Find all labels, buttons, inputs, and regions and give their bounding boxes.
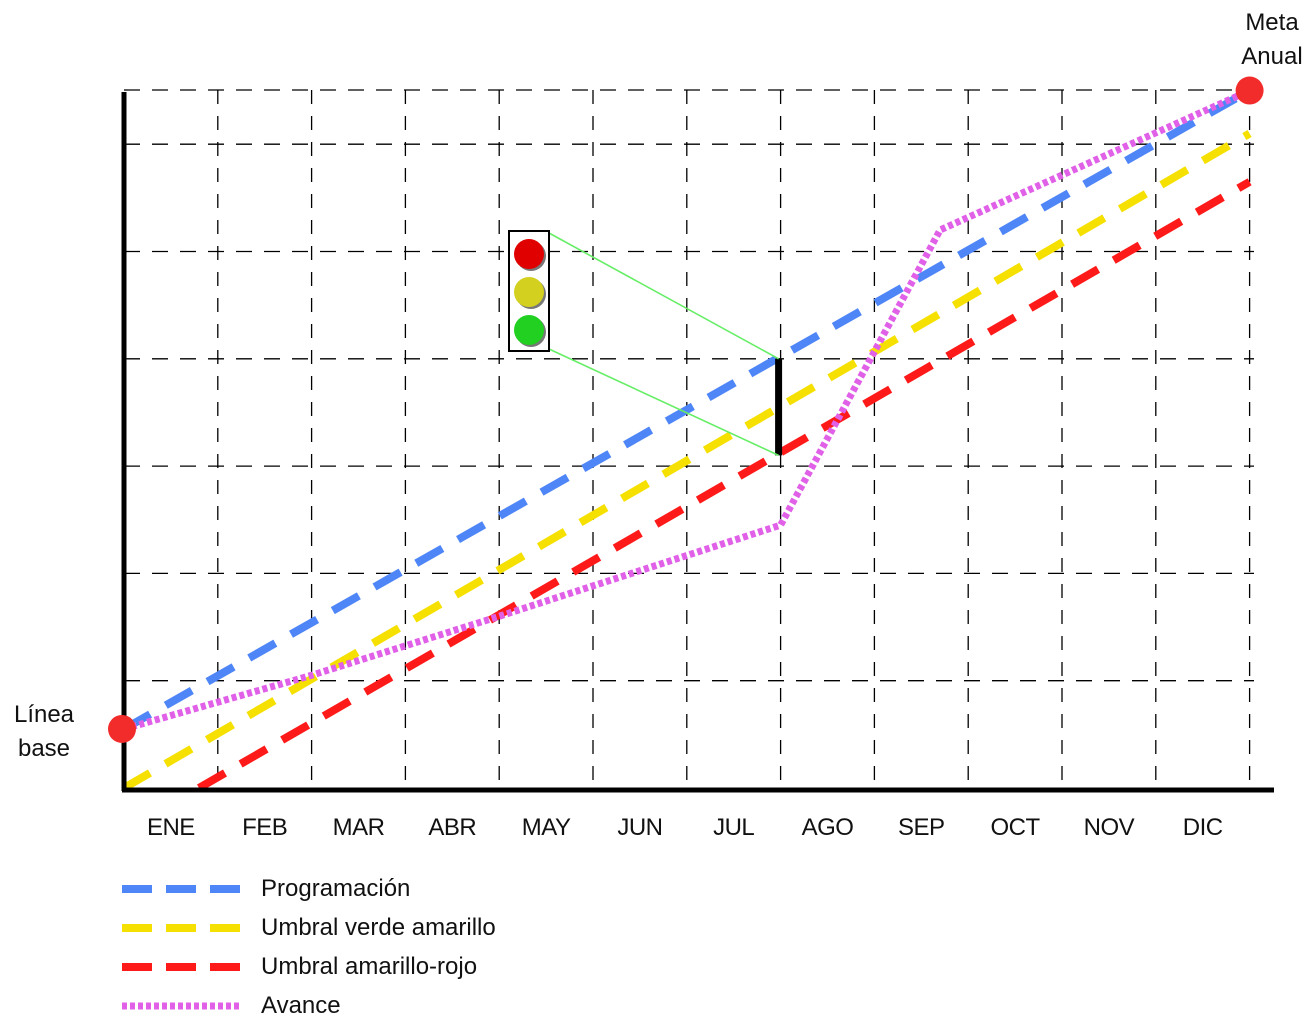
x-tick-label: AGO — [802, 814, 854, 841]
annual-goal-label: Meta — [1245, 9, 1299, 36]
series-line-3 — [123, 87, 1252, 733]
series-layer — [121, 87, 1252, 792]
x-tick-label: JUL — [713, 814, 754, 841]
x-tick-label: FEB — [242, 814, 287, 841]
annotations: Línea base Meta Anual — [14, 9, 1303, 762]
series-line-2 — [197, 178, 1252, 792]
x-tick-label: DIC — [1183, 814, 1223, 841]
x-tick-label: ENE — [147, 814, 195, 841]
connector-line-bottom — [548, 348, 779, 457]
traffic-light-lamp — [514, 239, 544, 269]
traffic-light-lamp — [514, 315, 544, 345]
baseline-label: base — [18, 735, 70, 762]
legend: Programación Umbral verde amarillo Umbral … — [122, 875, 496, 1019]
legend-label-0: Programación — [261, 875, 410, 902]
connector-line-top — [548, 232, 779, 360]
x-tick-label: MAY — [522, 814, 571, 841]
annual-goal-label: Anual — [1241, 43, 1302, 70]
traffic-light-lamp — [514, 277, 544, 307]
x-tick-label: SEP — [898, 814, 945, 841]
x-tick-labels: ENE FEB MAR ABR MAY JUN JUL AGO SEP OCT NOV DIC — [147, 814, 1223, 841]
x-tick-label: OCT — [991, 814, 1041, 841]
legend-label-3: Avance — [261, 992, 341, 1016]
baseline-label: Línea — [14, 701, 75, 728]
legend-label-1: Umbral verde amarillo — [261, 914, 496, 941]
axes — [121, 92, 1274, 793]
baseline-marker — [108, 714, 136, 743]
annual-goal-marker — [1235, 76, 1264, 105]
legend-label-2: Umbral amarillo-rojo — [261, 953, 477, 980]
grid — [124, 89, 1254, 788]
x-tick-label: JUN — [617, 814, 662, 841]
series-line-0 — [122, 87, 1252, 733]
x-tick-label: ABR — [428, 814, 476, 841]
x-tick-label: NOV — [1084, 814, 1135, 841]
x-tick-label: MAR — [333, 814, 385, 841]
